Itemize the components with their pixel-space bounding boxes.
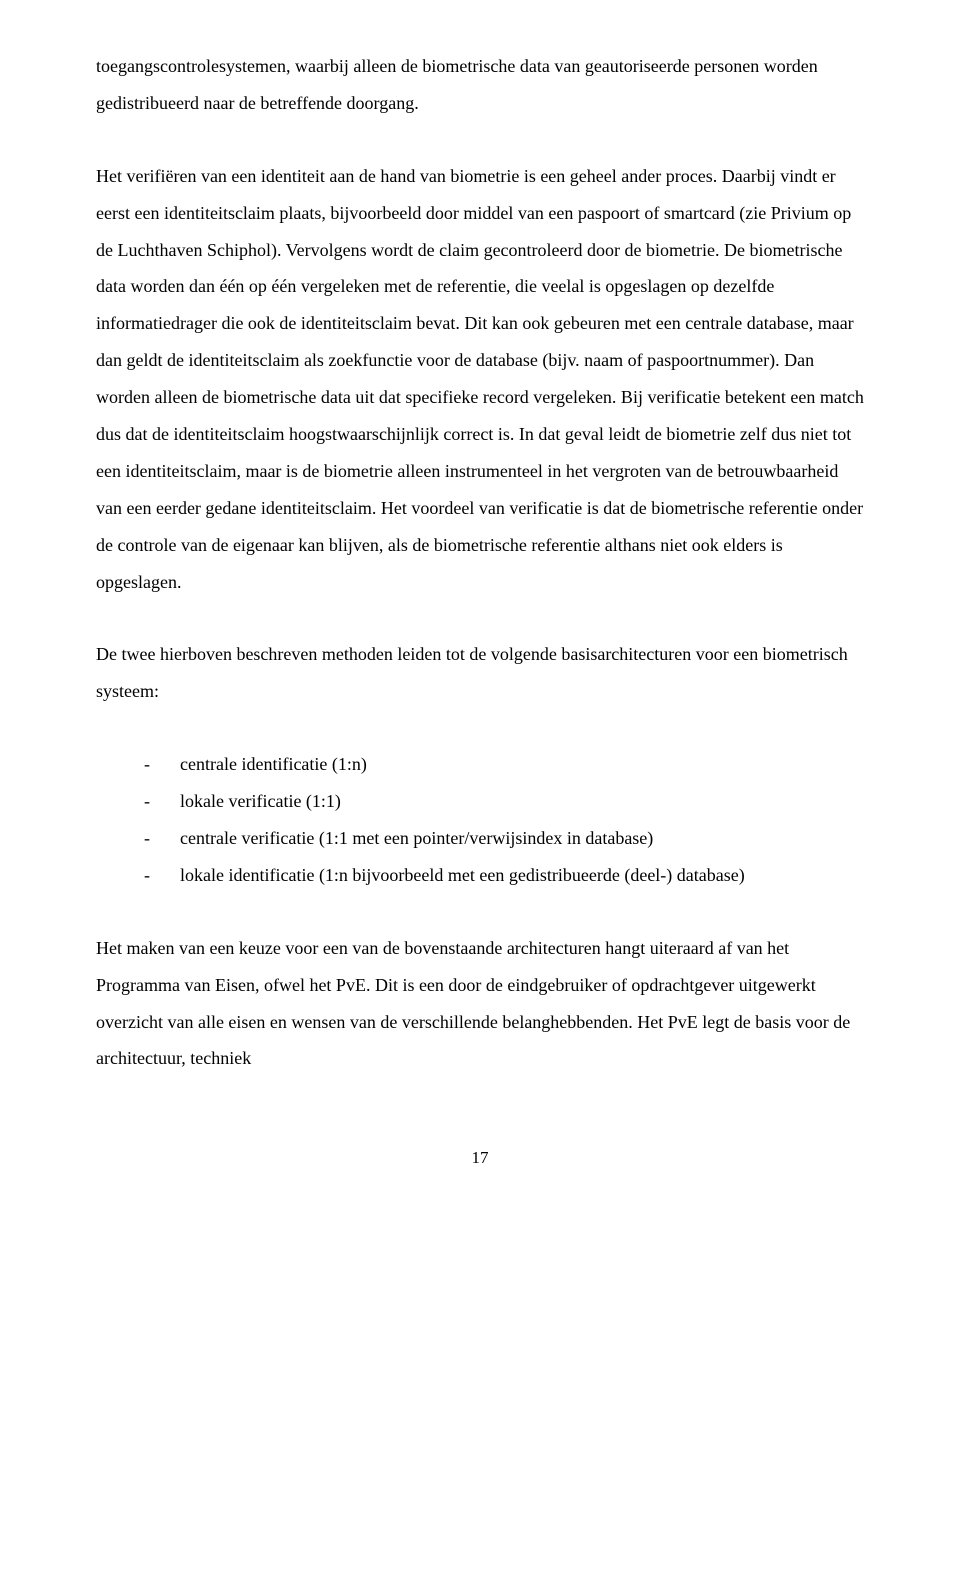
- page-number: 17: [96, 1141, 864, 1176]
- paragraph-4: Het maken van een keuze voor een van de …: [96, 930, 864, 1078]
- list-item: - lokale identificatie (1:n bijvoorbeeld…: [144, 857, 864, 894]
- list-item: - centrale identificatie (1:n): [144, 746, 864, 783]
- paragraph-3: De twee hierboven beschreven methoden le…: [96, 636, 864, 710]
- list-dash-icon: -: [144, 783, 180, 820]
- list-item: - lokale verificatie (1:1): [144, 783, 864, 820]
- list-item: - centrale verificatie (1:1 met een poin…: [144, 820, 864, 857]
- paragraph-2: Het verifiëren van een identiteit aan de…: [96, 158, 864, 601]
- list-item-text: lokale identificatie (1:n bijvoorbeeld m…: [180, 857, 864, 894]
- list-dash-icon: -: [144, 820, 180, 857]
- list-item-text: centrale identificatie (1:n): [180, 746, 864, 783]
- list-dash-icon: -: [144, 857, 180, 894]
- list-item-text: lokale verificatie (1:1): [180, 783, 864, 820]
- architecture-list: - centrale identificatie (1:n) - lokale …: [96, 746, 864, 894]
- list-dash-icon: -: [144, 746, 180, 783]
- paragraph-1: toegangscontrolesystemen, waarbij alleen…: [96, 48, 864, 122]
- list-item-text: centrale verificatie (1:1 met een pointe…: [180, 820, 864, 857]
- document-page: toegangscontrolesystemen, waarbij alleen…: [0, 0, 960, 1224]
